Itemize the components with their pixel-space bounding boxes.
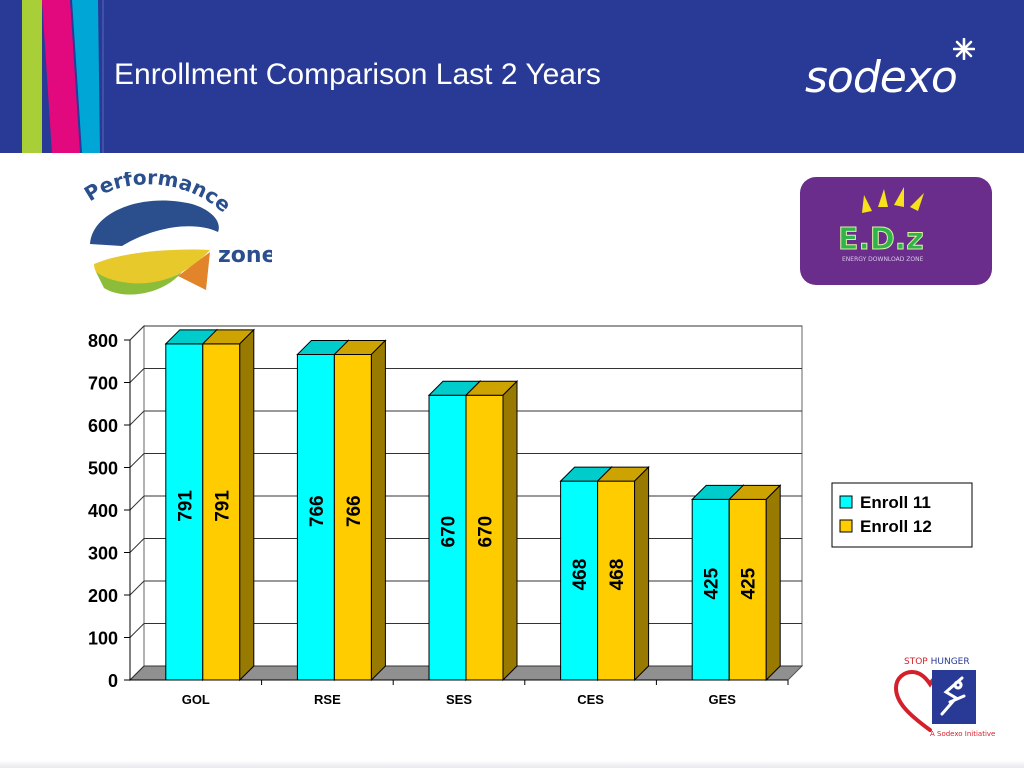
stripe-divider [102, 0, 104, 153]
bar-side [634, 465, 650, 682]
bar-side [502, 380, 518, 682]
energy-download-zone-logo: E.D.z ENERGY DOWNLOAD ZONE [800, 177, 992, 285]
bar-data-label: 766 [344, 495, 365, 527]
perf-logo-orange-swoosh [178, 252, 210, 290]
perf-logo-blue-swoosh [90, 200, 219, 246]
bar-data-label: 425 [702, 567, 723, 599]
sodexo-star-icon [953, 38, 975, 60]
y-tick-label: 0 [108, 671, 118, 691]
bar-front [560, 480, 599, 681]
performance-zone-logo: Performance zone [82, 172, 272, 295]
y-tick-label: 200 [88, 586, 118, 606]
legend-swatch [839, 495, 853, 509]
x-tick-label: GES [708, 692, 736, 707]
gridline-diag [129, 580, 145, 596]
legend-label: Enroll 11 [860, 493, 931, 512]
bar-front [691, 498, 730, 681]
bar-front [333, 353, 372, 681]
enrollment-bar-chart: 0 100 200 300 400 500 600 700 800 791 791 GOL 766 766… [88, 324, 973, 707]
gridline-diag [129, 665, 145, 681]
x-tick-label: RSE [314, 692, 341, 707]
perf-logo-green-swoosh [96, 272, 182, 295]
edz-subtext: ENERGY DOWNLOAD ZONE [842, 256, 924, 263]
x-tick-label: SES [446, 692, 472, 707]
legend-swatch [839, 519, 853, 533]
bar-data-label: 670 [476, 516, 497, 548]
edz-wordmark: E.D.z [838, 222, 924, 257]
legend-box [831, 482, 973, 548]
y-tick-label: 800 [88, 331, 118, 351]
stop-hunger-figure-icon [940, 676, 966, 716]
y-tick-label: 500 [88, 459, 118, 479]
x-tick-label: CES [577, 692, 604, 707]
gridline-diag [129, 410, 145, 426]
y-tick-label: 300 [88, 544, 118, 564]
stop-hunger-logo: STOP HUNGER A Sodexo Initiative [893, 657, 995, 738]
bar-data-label: 791 [212, 490, 233, 522]
slide-header: Enrollment Comparison Last 2 Years sodex… [0, 0, 1024, 153]
bar-front [202, 343, 241, 681]
gridline-diag [129, 495, 145, 511]
bar-side [239, 328, 255, 682]
edz-background [800, 177, 992, 285]
y-tick-label: 600 [88, 416, 118, 436]
bar-data-label: 468 [570, 559, 591, 591]
stop-hunger-hunger: HUNGER [931, 657, 970, 667]
bar-data-label: 425 [739, 567, 760, 599]
sodexo-wordmark: sodexo [805, 52, 958, 103]
stripe-pink [42, 0, 80, 153]
bar-data-label: 468 [607, 559, 628, 591]
gridline-diag [129, 325, 145, 341]
stop-hunger-stop: STOP [904, 657, 928, 667]
perf-logo-word-zone: zone [218, 243, 272, 268]
gridline-diag [129, 368, 145, 383]
bar-data-label: 791 [175, 490, 196, 522]
bar-side [370, 339, 386, 682]
stripe-green [22, 0, 42, 153]
bar-data-label: 670 [439, 516, 460, 548]
x-tick-label: GOL [182, 692, 210, 707]
edz-sun-rays [862, 187, 924, 213]
header-stripes [22, 0, 104, 153]
gridline-diag [129, 623, 145, 638]
sodexo-logo: sodexo [805, 38, 995, 100]
bar-front [165, 343, 204, 681]
slide-title: Enrollment Comparison Last 2 Years [114, 58, 601, 91]
bar-front [296, 353, 335, 681]
y-tick-label: 700 [88, 374, 118, 394]
stop-hunger-tagline: A Sodexo Initiative [930, 730, 995, 738]
bar-side [765, 484, 781, 682]
stop-hunger-title: STOP HUNGER [904, 657, 970, 667]
perf-logo-yellow-swoosh [94, 249, 210, 287]
legend-label: Enroll 12 [860, 517, 932, 536]
y-tick-label: 100 [88, 629, 118, 649]
bar-data-label: 766 [307, 495, 328, 527]
gridline-diag [129, 453, 145, 468]
slide-bottom-line [0, 760, 1024, 768]
bar-front [728, 498, 767, 681]
gridline-diag [129, 538, 145, 553]
y-tick-label: 400 [88, 501, 118, 521]
stripe-cyan [72, 0, 100, 153]
